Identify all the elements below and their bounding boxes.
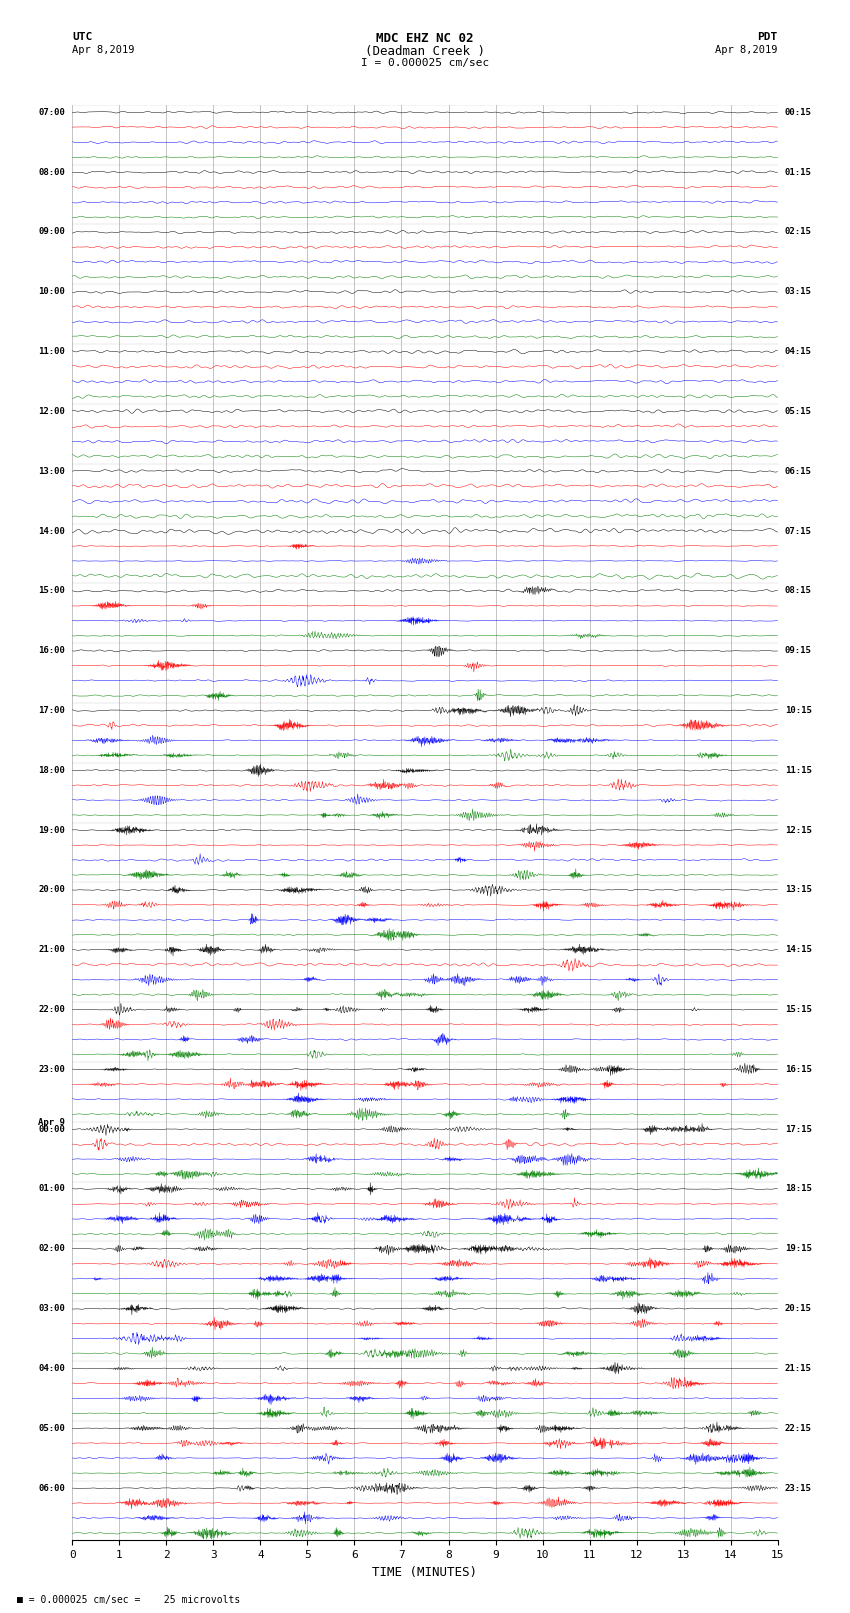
Text: 03:15: 03:15 <box>785 287 812 297</box>
Text: 05:15: 05:15 <box>785 406 812 416</box>
Text: 13:15: 13:15 <box>785 886 812 895</box>
Text: 15:15: 15:15 <box>785 1005 812 1015</box>
Text: 19:00: 19:00 <box>38 826 65 834</box>
Text: 06:00: 06:00 <box>38 1484 65 1492</box>
Text: 12:00: 12:00 <box>38 406 65 416</box>
Text: 00:00: 00:00 <box>38 1124 65 1134</box>
Text: 22:15: 22:15 <box>785 1424 812 1432</box>
Text: 00:15: 00:15 <box>785 108 812 116</box>
Text: 08:15: 08:15 <box>785 587 812 595</box>
Text: 08:00: 08:00 <box>38 168 65 177</box>
Text: 21:00: 21:00 <box>38 945 65 955</box>
Text: 09:00: 09:00 <box>38 227 65 237</box>
Text: 15:00: 15:00 <box>38 587 65 595</box>
Text: 07:15: 07:15 <box>785 526 812 536</box>
Text: 19:15: 19:15 <box>785 1244 812 1253</box>
Text: 22:00: 22:00 <box>38 1005 65 1015</box>
Text: 18:00: 18:00 <box>38 766 65 774</box>
Text: 10:15: 10:15 <box>785 706 812 715</box>
Text: Apr 8,2019: Apr 8,2019 <box>72 45 135 55</box>
Text: 04:00: 04:00 <box>38 1365 65 1373</box>
Text: 13:00: 13:00 <box>38 466 65 476</box>
Text: ■ = 0.000025 cm/sec =    25 microvolts: ■ = 0.000025 cm/sec = 25 microvolts <box>17 1595 241 1605</box>
Text: 10:00: 10:00 <box>38 287 65 297</box>
Text: 16:00: 16:00 <box>38 647 65 655</box>
X-axis label: TIME (MINUTES): TIME (MINUTES) <box>372 1566 478 1579</box>
Text: 23:15: 23:15 <box>785 1484 812 1492</box>
Text: 11:15: 11:15 <box>785 766 812 774</box>
Text: 14:00: 14:00 <box>38 526 65 536</box>
Text: 16:15: 16:15 <box>785 1065 812 1074</box>
Text: 18:15: 18:15 <box>785 1184 812 1194</box>
Text: 21:15: 21:15 <box>785 1365 812 1373</box>
Text: 17:15: 17:15 <box>785 1124 812 1134</box>
Text: 07:00: 07:00 <box>38 108 65 116</box>
Text: 04:15: 04:15 <box>785 347 812 356</box>
Text: 05:00: 05:00 <box>38 1424 65 1432</box>
Text: PDT: PDT <box>757 32 778 42</box>
Text: 14:15: 14:15 <box>785 945 812 955</box>
Text: (Deadman Creek ): (Deadman Creek ) <box>365 45 485 58</box>
Text: Apr 9: Apr 9 <box>38 1118 65 1127</box>
Text: UTC: UTC <box>72 32 93 42</box>
Text: 02:00: 02:00 <box>38 1244 65 1253</box>
Text: 02:15: 02:15 <box>785 227 812 237</box>
Text: I = 0.000025 cm/sec: I = 0.000025 cm/sec <box>361 58 489 68</box>
Text: 01:15: 01:15 <box>785 168 812 177</box>
Text: 11:00: 11:00 <box>38 347 65 356</box>
Text: Apr 8,2019: Apr 8,2019 <box>715 45 778 55</box>
Text: 06:15: 06:15 <box>785 466 812 476</box>
Text: 01:00: 01:00 <box>38 1184 65 1194</box>
Text: 23:00: 23:00 <box>38 1065 65 1074</box>
Text: MDC EHZ NC 02: MDC EHZ NC 02 <box>377 32 473 45</box>
Text: 20:00: 20:00 <box>38 886 65 895</box>
Text: 20:15: 20:15 <box>785 1305 812 1313</box>
Text: 12:15: 12:15 <box>785 826 812 834</box>
Text: 17:00: 17:00 <box>38 706 65 715</box>
Text: 03:00: 03:00 <box>38 1305 65 1313</box>
Text: 09:15: 09:15 <box>785 647 812 655</box>
